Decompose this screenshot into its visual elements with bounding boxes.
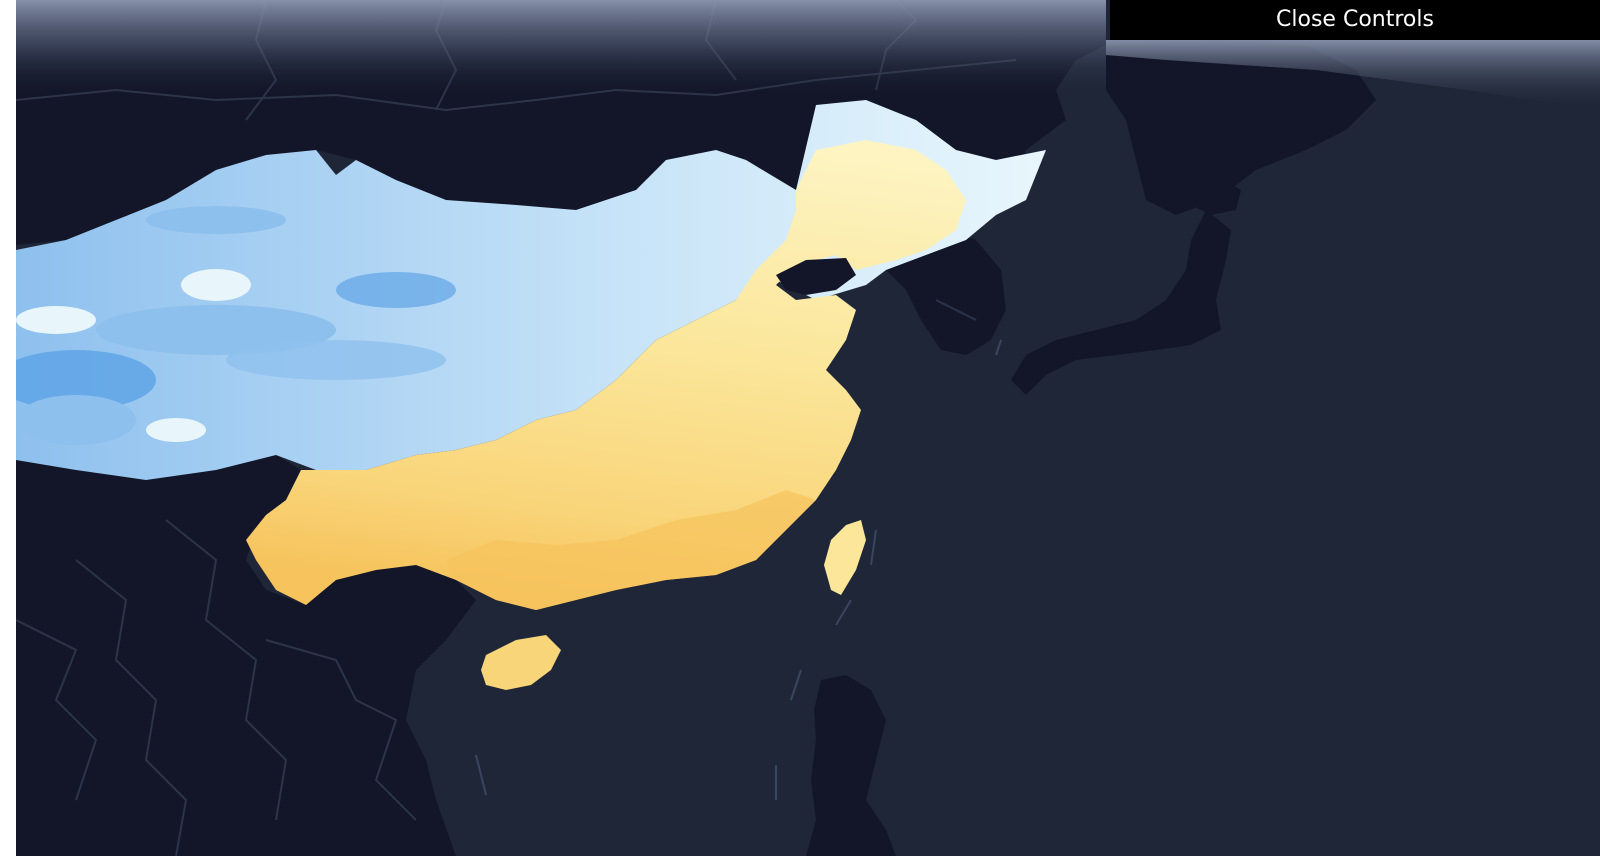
- map-viewport[interactable]: Close Controls: [16, 0, 1600, 856]
- korea-peninsula: [886, 230, 1006, 355]
- philippines-islands: [806, 675, 896, 856]
- japan-islands: [1011, 210, 1231, 395]
- sea-lines: [475, 339, 1002, 800]
- close-controls-button[interactable]: Close Controls: [1110, 0, 1600, 40]
- horizon-haze-left: [16, 0, 1106, 95]
- taiwan-island: [824, 520, 866, 595]
- warm-deep-band: [446, 490, 816, 610]
- southwest-landmass: [16, 455, 476, 856]
- bohai-gulf: [776, 258, 856, 295]
- cold-region: [16, 100, 1046, 480]
- hokkaido-island: [1186, 175, 1241, 215]
- hainan-island: [481, 635, 561, 690]
- cold-deep-patches: [16, 206, 456, 445]
- horizon-haze-right: [1106, 40, 1600, 110]
- map-canvas[interactable]: [16, 0, 1600, 856]
- russia-far-east: [1106, 40, 1376, 215]
